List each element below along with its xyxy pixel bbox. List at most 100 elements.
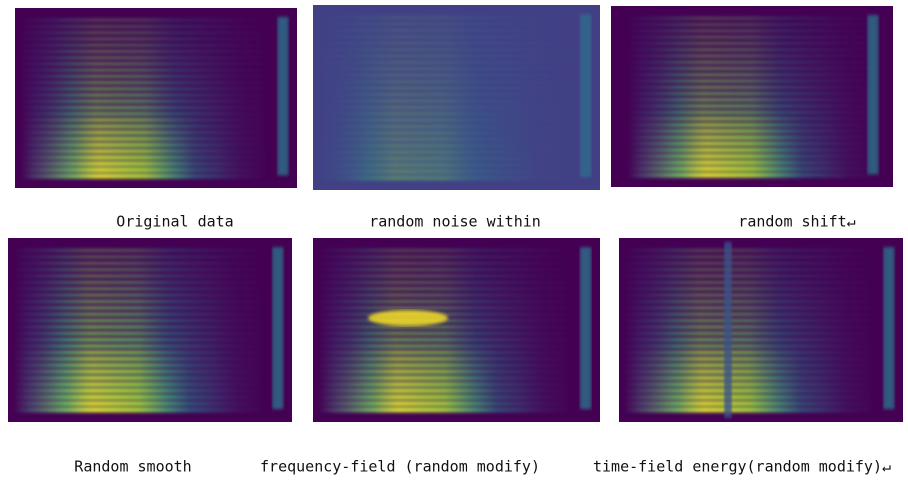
harmonic-band — [319, 255, 572, 258]
harmonic-peak — [625, 369, 875, 374]
harmonic-peak — [21, 149, 269, 154]
harmonic-peak — [21, 130, 269, 134]
harmonic-peak — [319, 357, 572, 361]
harmonic-band — [625, 274, 875, 277]
harmonic-band — [21, 75, 269, 79]
harmonic-band — [625, 255, 875, 258]
harmonic-band — [21, 99, 269, 103]
harmonic-peak — [319, 363, 572, 368]
harmonic-band — [625, 287, 875, 290]
harmonic-band — [628, 98, 876, 102]
caption: random noise within — [369, 213, 541, 231]
harmonic-band — [625, 325, 875, 329]
figure: Original data random noise within random… — [0, 0, 908, 481]
harmonic-peak — [14, 388, 264, 393]
harmonic-peak — [625, 382, 875, 387]
harmonic-peak — [625, 407, 875, 412]
harmonic-peak — [625, 401, 875, 406]
harmonic-band — [628, 104, 876, 108]
harmonic-peak — [319, 376, 572, 381]
harmonic-peak — [21, 167, 269, 172]
harmonic-peak — [625, 376, 875, 381]
harmonic-band — [628, 23, 876, 26]
harmonic-peak — [21, 124, 269, 128]
harmonic-band — [21, 50, 269, 53]
spectrogram — [313, 238, 600, 422]
harmonic-band — [21, 112, 269, 116]
harmonic-band — [628, 42, 876, 45]
harmonic-peak — [628, 148, 876, 153]
harmonic-band — [14, 306, 264, 310]
harmonic-band — [625, 344, 875, 348]
harmonic-band — [628, 67, 876, 71]
harmonic-band — [21, 56, 269, 59]
harmonic-band — [625, 312, 875, 316]
edge-bar — [883, 247, 894, 409]
caption: random shift↵ — [738, 213, 855, 231]
harmonic-band — [319, 293, 572, 297]
harmonic-band — [21, 87, 269, 91]
harmonic-band — [319, 300, 572, 304]
harmonic-peak — [14, 350, 264, 354]
spectrogram — [8, 238, 292, 422]
spectrogram-bg — [15, 8, 297, 188]
time-mask — [724, 242, 732, 418]
harmonic-band — [319, 325, 572, 329]
harmonic-band — [628, 60, 876, 64]
harmonic-peak — [14, 395, 264, 400]
harmonic-peak — [625, 350, 875, 354]
harmonic-band — [625, 249, 875, 252]
harmonic-peak — [625, 395, 875, 400]
harmonic-band — [21, 44, 269, 47]
harmonic-peak — [14, 401, 264, 406]
harmonic-band — [628, 73, 876, 77]
harmonic-peak — [628, 154, 876, 159]
harmonic-peak — [14, 357, 264, 361]
harmonic-band — [628, 36, 876, 39]
harmonic-band — [14, 319, 264, 323]
harmonic-peak — [319, 382, 572, 387]
harmonic-peak — [319, 369, 572, 374]
harmonic-band — [21, 31, 269, 34]
harmonic-peak — [319, 350, 572, 354]
harmonic-band — [14, 262, 264, 265]
frequency-boost — [368, 310, 448, 326]
harmonic-band — [319, 344, 572, 348]
harmonic-peak — [628, 123, 876, 127]
harmonic-band — [628, 85, 876, 89]
harmonic-peak — [628, 129, 876, 133]
harmonic-band — [14, 293, 264, 297]
harmonic-band — [628, 29, 876, 32]
harmonic-band — [14, 274, 264, 277]
spectrogram-bg — [619, 238, 903, 422]
harmonic-band — [625, 293, 875, 297]
harmonic-peak — [628, 135, 876, 140]
harmonic-peak — [21, 155, 269, 160]
harmonic-peak — [628, 141, 876, 146]
harmonic-peak — [14, 369, 264, 374]
harmonic-peak — [14, 382, 264, 387]
harmonic-band — [14, 268, 264, 271]
harmonic-band — [628, 17, 876, 20]
harmonic-band — [625, 300, 875, 304]
harmonic-band — [21, 19, 269, 22]
harmonic-band — [319, 338, 572, 342]
harmonic-peak — [14, 363, 264, 368]
harmonic-band — [628, 79, 876, 83]
harmonic-peak — [21, 174, 269, 179]
edge-bar — [277, 17, 288, 175]
spectrogram-bg — [8, 238, 292, 422]
harmonic-band — [625, 331, 875, 335]
harmonic-band — [625, 306, 875, 310]
harmonic-peak — [625, 388, 875, 393]
spectrogram — [619, 238, 903, 422]
harmonic-band — [21, 62, 269, 65]
harmonic-band — [319, 262, 572, 265]
harmonic-band — [14, 255, 264, 258]
edge-bar — [272, 247, 283, 409]
harmonic-peak — [625, 363, 875, 368]
harmonic-band — [14, 338, 264, 342]
harmonic-band — [625, 319, 875, 323]
harmonic-peak — [21, 136, 269, 141]
harmonic-peak — [628, 173, 876, 178]
